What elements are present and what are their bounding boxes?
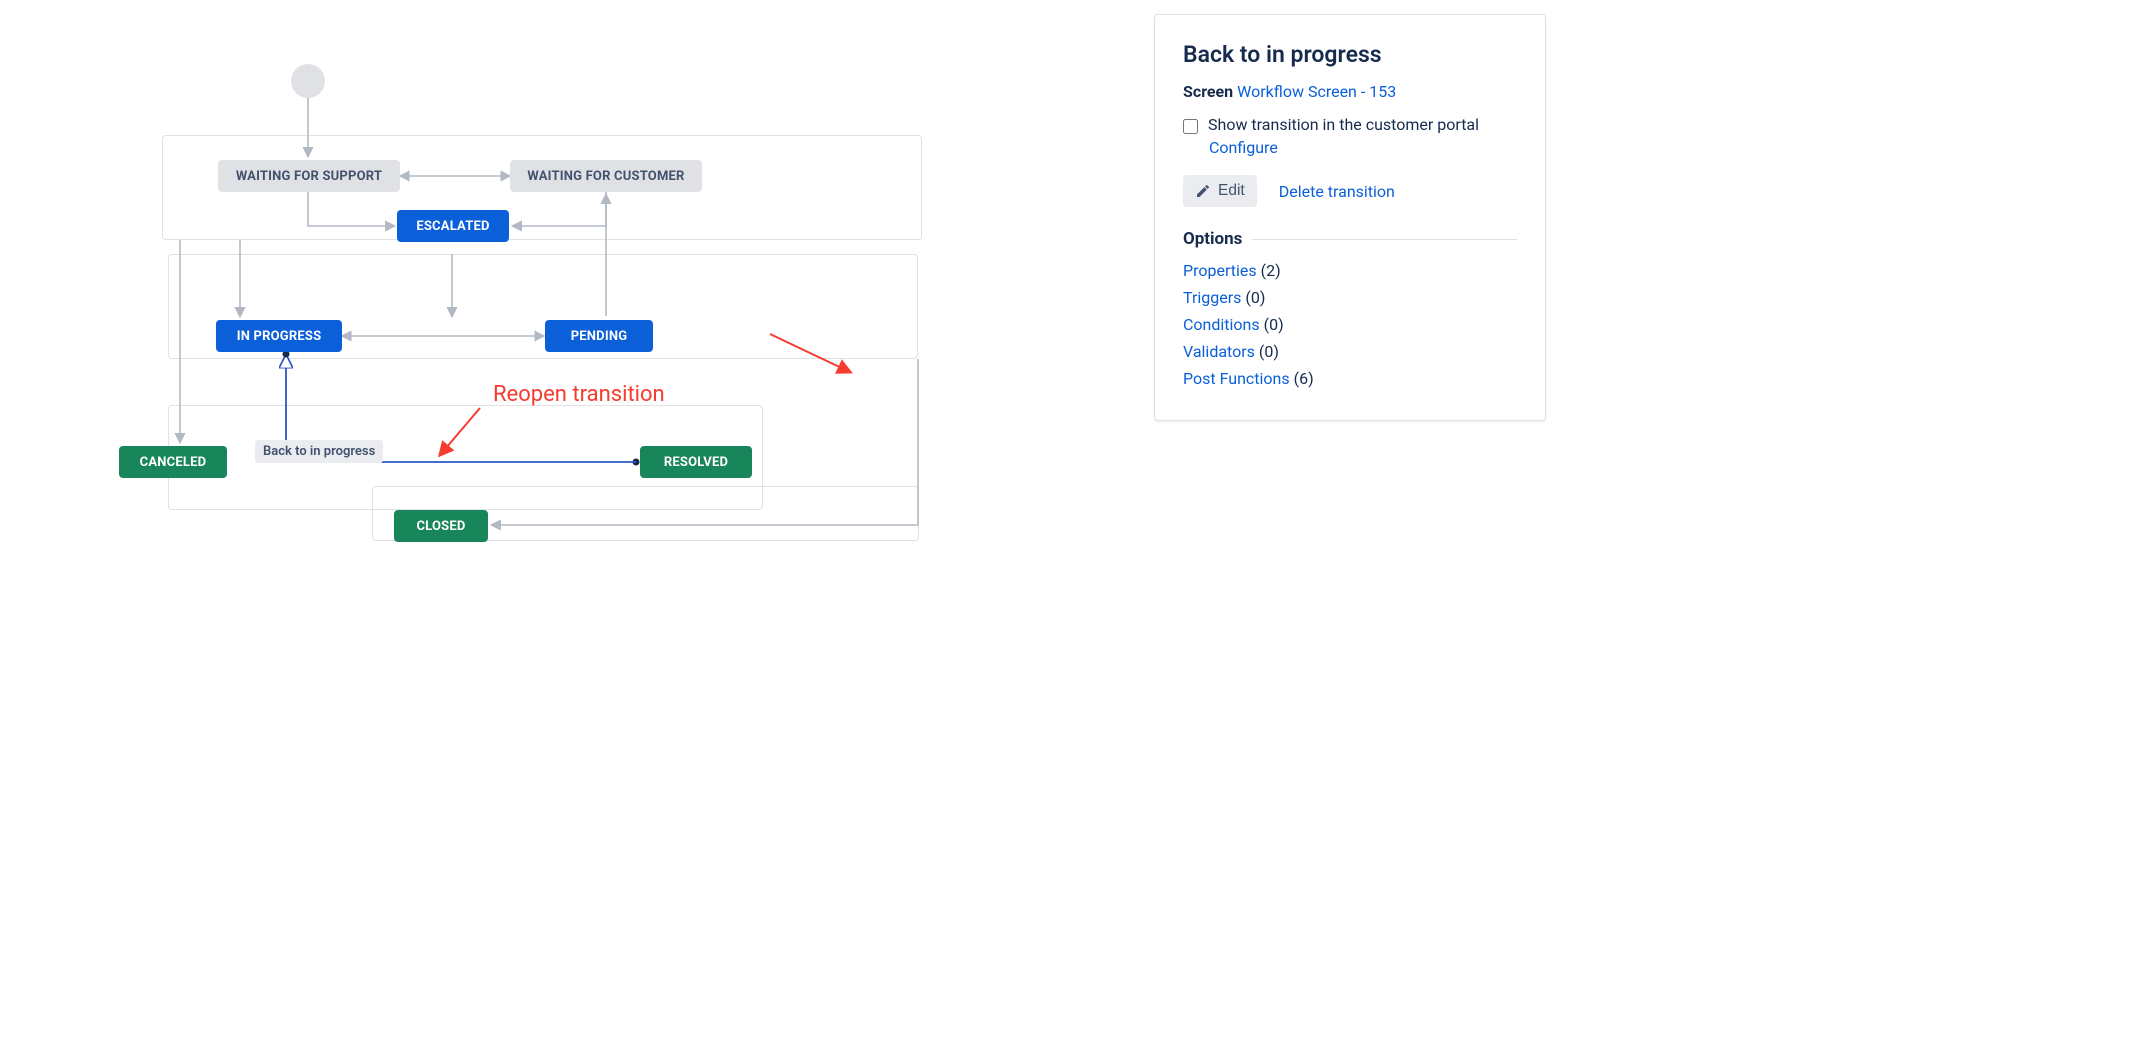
option-count: (2) <box>1261 261 1281 280</box>
screen-link[interactable]: Workflow Screen - 153 <box>1237 82 1396 101</box>
node-label: CLOSED <box>416 519 465 534</box>
options-header-divider <box>1252 239 1517 240</box>
pencil-icon <box>1195 183 1211 199</box>
node-in-progress[interactable]: IN PROGRESS <box>216 320 342 352</box>
show-in-portal-row[interactable]: Show transition in the customer portal <box>1183 115 1517 134</box>
option-count: (6) <box>1294 369 1314 388</box>
configure-link[interactable]: Configure <box>1209 138 1278 157</box>
node-label: ESCALATED <box>416 219 489 234</box>
node-escalated[interactable]: ESCALATED <box>397 210 509 242</box>
options-header: Options <box>1183 229 1517 249</box>
node-waiting-for-customer[interactable]: WAITING FOR CUSTOMER <box>510 160 702 192</box>
node-resolved[interactable]: RESOLVED <box>640 446 752 478</box>
option-count: (0) <box>1259 342 1279 361</box>
start-node[interactable] <box>291 64 325 98</box>
delete-transition-link[interactable]: Delete transition <box>1279 182 1395 201</box>
transition-label-text: Back to in progress <box>263 444 375 459</box>
option-triggers: Triggers (0) <box>1183 288 1517 307</box>
option-link-validators[interactable]: Validators <box>1183 342 1255 361</box>
annotation-reopen-transition: Reopen transition <box>493 382 665 407</box>
option-validators: Validators (0) <box>1183 342 1517 361</box>
node-label: WAITING FOR CUSTOMER <box>527 169 684 184</box>
option-link-triggers[interactable]: Triggers <box>1183 288 1241 307</box>
transition-details-panel: Back to in progress Screen Workflow Scre… <box>1154 14 1546 421</box>
panel-title: Back to in progress <box>1183 41 1517 68</box>
edit-button[interactable]: Edit <box>1183 175 1257 207</box>
node-closed[interactable]: CLOSED <box>394 510 488 542</box>
screen-label: Screen <box>1183 82 1233 101</box>
node-label: CANCELED <box>140 455 207 470</box>
show-in-portal-checkbox[interactable] <box>1183 119 1198 134</box>
option-count: (0) <box>1245 288 1265 307</box>
option-link-conditions[interactable]: Conditions <box>1183 315 1260 334</box>
transition-label-back-to-in-progress[interactable]: Back to in progress <box>255 440 383 463</box>
option-post-functions: Post Functions (6) <box>1183 369 1517 388</box>
option-conditions: Conditions (0) <box>1183 315 1517 334</box>
edit-button-label: Edit <box>1218 182 1245 200</box>
show-in-portal-text: Show transition in the customer portal <box>1208 115 1479 134</box>
screen-row: Screen Workflow Screen - 153 <box>1183 82 1517 101</box>
option-link-properties[interactable]: Properties <box>1183 261 1257 280</box>
option-count: (0) <box>1264 315 1284 334</box>
node-label: WAITING FOR SUPPORT <box>236 169 382 184</box>
node-pending[interactable]: PENDING <box>545 320 653 352</box>
node-waiting-for-support[interactable]: WAITING FOR SUPPORT <box>218 160 400 192</box>
option-properties: Properties (2) <box>1183 261 1517 280</box>
options-header-text: Options <box>1183 229 1242 249</box>
node-canceled[interactable]: CANCELED <box>119 446 227 478</box>
node-label: RESOLVED <box>664 455 728 470</box>
node-label: PENDING <box>571 329 628 344</box>
option-link-post-functions[interactable]: Post Functions <box>1183 369 1290 388</box>
node-label: IN PROGRESS <box>237 329 322 344</box>
